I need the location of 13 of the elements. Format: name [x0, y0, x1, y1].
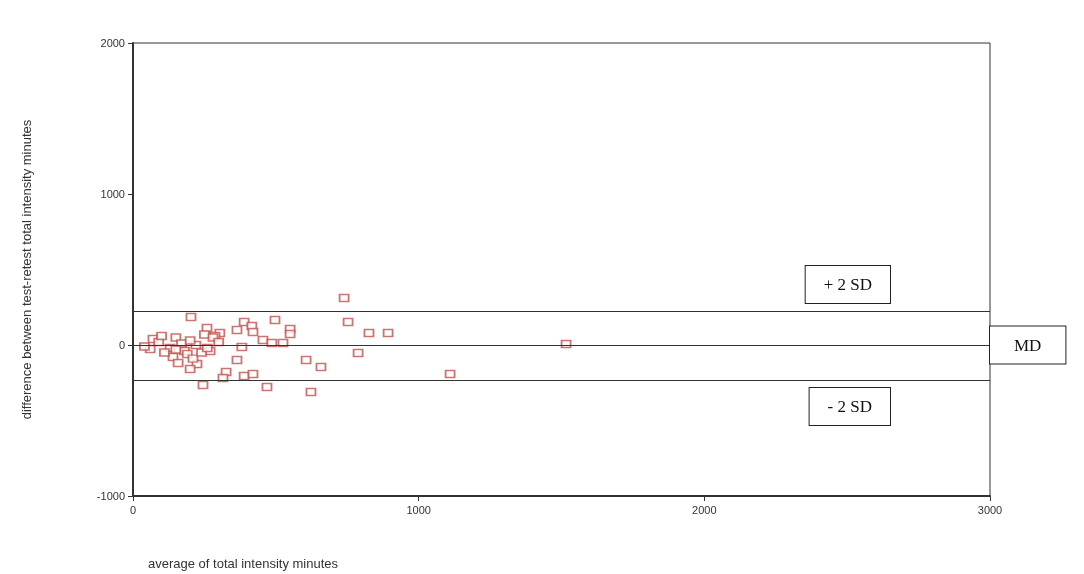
x-tick-label: 0 — [129, 503, 137, 516]
x-tick-label: 2000 — [692, 503, 717, 516]
ref-line-label: + 2 SD — [823, 275, 872, 295]
x-tick-label: 1000 — [406, 503, 431, 516]
y-tick-label: -1000 — [96, 490, 125, 502]
x-tick-label: 3000 — [977, 503, 1003, 516]
ref-line-label: - 2 SD — [827, 397, 872, 417]
y-tick-label: 1000 — [100, 188, 125, 200]
ref-line-label: MD — [1014, 335, 1042, 355]
x-axis-title: average of total intensity minutes — [148, 556, 339, 571]
y-axis-title: difference between test-retest total intensity minutes — [19, 119, 34, 420]
y-tick-label: 2000 — [100, 37, 125, 49]
y-tick-label: 0 — [118, 339, 125, 351]
